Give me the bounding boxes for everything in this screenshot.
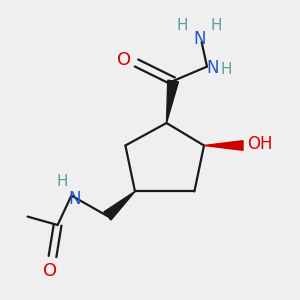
Text: H: H [57, 174, 68, 189]
Text: O: O [43, 262, 57, 280]
Text: H: H [176, 18, 188, 33]
Text: OH: OH [247, 135, 272, 153]
Polygon shape [167, 80, 178, 123]
Text: H: H [211, 18, 222, 33]
Polygon shape [204, 141, 243, 150]
Text: H: H [221, 62, 232, 77]
Text: O: O [117, 51, 132, 69]
Polygon shape [104, 191, 135, 220]
Text: N: N [68, 190, 81, 208]
Text: N: N [194, 30, 206, 48]
Text: N: N [207, 59, 219, 77]
